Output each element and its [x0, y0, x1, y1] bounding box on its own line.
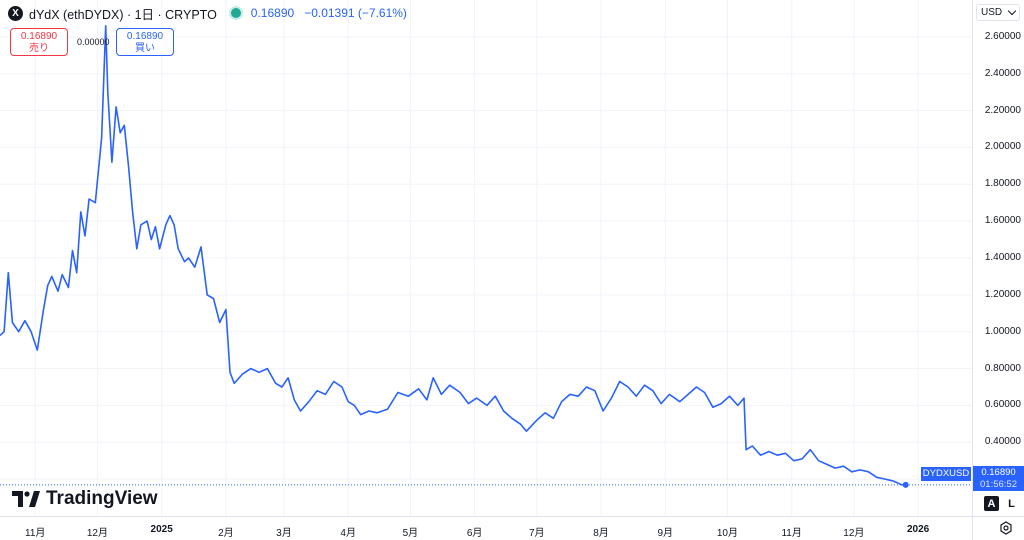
time-tick-label: 8月	[593, 528, 609, 539]
price-tick-label: 0.60000	[984, 399, 1021, 411]
buy-label: 買い	[135, 43, 155, 54]
log-scale-button[interactable]: L	[1008, 497, 1015, 510]
time-tick-label: 2月	[218, 528, 234, 539]
sell-button[interactable]: 0.16890 売り	[10, 28, 68, 56]
time-tick-label: 10月	[716, 528, 738, 539]
time-tick-label: 2026	[906, 524, 930, 535]
price-tick-label: 2.60000	[984, 30, 1021, 42]
time-tick-label: 12月	[843, 528, 865, 539]
price-tick-label: 2.00000	[984, 141, 1021, 153]
time-tick-label: 7月	[528, 528, 545, 539]
price-tick-label: 2.40000	[984, 67, 1021, 79]
buy-button[interactable]: 0.16890 買い	[116, 28, 174, 56]
last-price-dot	[902, 481, 909, 488]
market-open-status-icon	[230, 8, 241, 18]
time-tick-label: 2025	[150, 524, 173, 535]
sell-price: 0.16890	[20, 31, 58, 42]
chevron-down-icon	[1007, 6, 1017, 16]
currency-value: USD	[981, 7, 1003, 18]
time-axis[interactable]: 11月 12月 2025 2月 3月 4月 5月 6月 7月 8月 9月 10月 11月 12月 2026	[0, 516, 972, 540]
time-tick-label: 5月	[402, 528, 419, 539]
price-tick-label: 1.60000	[984, 215, 1021, 227]
time-tick-label: 11月	[25, 528, 46, 539]
time-tick-label: 11月	[781, 528, 802, 539]
currency-select[interactable]: USD	[976, 4, 1020, 21]
tradingview-logo[interactable]: TradingView	[12, 488, 158, 510]
auto-scale-button[interactable]: A	[984, 496, 999, 511]
current-price-label: 0.16890 01:56:52	[973, 466, 1024, 491]
vertical-gridlines	[34, 0, 919, 516]
sell-label: 売り	[29, 43, 49, 54]
axis-corner	[972, 516, 1024, 540]
time-tick-label: 4月	[340, 528, 356, 539]
price-tick-label: 0.80000	[984, 362, 1021, 374]
price-tick-label: 2.20000	[984, 104, 1021, 116]
buy-price: 0.16890	[126, 31, 164, 42]
symbol-title[interactable]: dYdX (ethDYDX) · 1日 · CRYPTO	[29, 7, 217, 22]
price-change: −0.01391 (−7.61%)	[304, 6, 407, 20]
last-price: 0.16890	[250, 6, 295, 20]
current-price-value: 0.16890	[981, 467, 1016, 478]
tradingview-logo-icon	[12, 491, 40, 507]
time-tick-label: 9月	[657, 528, 674, 539]
time-tick-label: 12月	[86, 528, 108, 539]
price-chart[interactable]	[0, 0, 972, 516]
price-tick-label: 1.40000	[984, 252, 1021, 263]
price-tick-label: 1.80000	[984, 178, 1021, 190]
bar-countdown: 01:56:52	[980, 479, 1017, 490]
time-tick-label: 6月	[466, 528, 483, 539]
price-axis[interactable]: 2.60000 2.40000 2.20000 2.00000 1.80000 1.600…	[972, 0, 1024, 516]
price-line-series	[0, 24, 906, 486]
price-tick-label: 1.00000	[984, 325, 1021, 337]
spread-value: 0.00000	[77, 37, 110, 47]
dydx-logo-icon: X	[8, 5, 23, 21]
price-tick-label: 0.40000	[984, 436, 1021, 448]
tradingview-wordmark: TradingView	[46, 488, 158, 509]
symbol-header: X dYdX (ethDYDX) · 1日 · CRYPTO 0.16890 −…	[8, 4, 407, 22]
time-tick-label: 3月	[276, 528, 292, 539]
price-tick-label: 1.20000	[984, 288, 1021, 300]
symbol-line-label: DYDXUSD	[921, 467, 971, 481]
settings-gear-icon[interactable]	[998, 520, 1014, 536]
horizontal-gridlines	[0, 36, 972, 480]
